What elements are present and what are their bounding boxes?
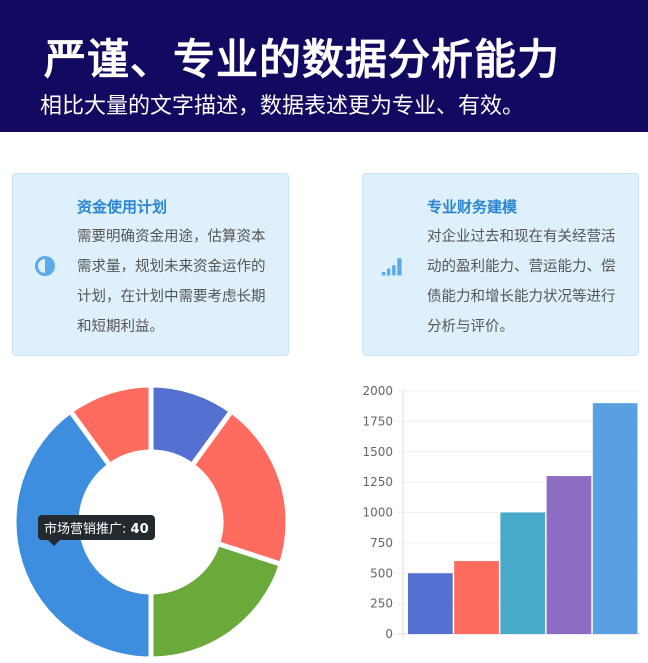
card-body: 对企业过去和现在有关经营活动的盈利能力、营运能力、偿债能力和增长能力状况等进行分… [427, 229, 616, 335]
donut-slice-4[interactable] [66, 382, 154, 469]
half-circle-icon [35, 256, 55, 276]
tooltip-value: 40 [130, 522, 149, 537]
header-banner: 严谨、专业的数据分析能力 相比大量的文字描述，数据表述更为专业、有效。 [0, 0, 648, 132]
y-tick-label: 750 [370, 536, 393, 550]
y-tick-label: 0 [385, 627, 393, 641]
card-body: 需要明确资金用途，估算资本需求量，规划未来资金运作的计划，在计划中需要考虑长期和… [77, 229, 266, 335]
donut-slice-3[interactable] [11, 407, 154, 662]
card-title: 资金使用计划 [77, 198, 168, 216]
bar-3[interactable] [546, 476, 592, 634]
y-tick-label: 1250 [362, 475, 393, 489]
bar-chart: 0 250 500 750 1000 1250 1500 1750 2000 [362, 384, 640, 641]
bar-2[interactable] [500, 512, 546, 635]
bar-0[interactable] [408, 573, 453, 634]
page-subtitle: 相比大量的文字描述，数据表述更为专业、有效。 [40, 94, 525, 119]
y-tick-label: 2000 [362, 384, 393, 398]
y-tick-label: 250 [370, 597, 393, 611]
donut-slice-2[interactable] [148, 540, 285, 662]
card-fund-plan: 资金使用计划 需要明确资金用途，估算资本需求量，规划未来资金运作的计划，在计划中… [12, 173, 289, 356]
y-tick-label: 500 [370, 566, 393, 580]
bar-1[interactable] [454, 561, 499, 634]
y-tick-label: 1000 [362, 506, 393, 520]
signal-bars-icon [381, 258, 402, 276]
chart-tooltip: 市场营销推广: 40 [38, 515, 155, 546]
tooltip-label: 市场营销推广 [44, 522, 123, 537]
y-tick-label: 1750 [362, 414, 393, 428]
card-financial-modeling: 专业财务建模 对企业过去和现在有关经营活动的盈利能力、营运能力、偿债能力和增长能… [362, 173, 639, 356]
y-tick-label: 1500 [362, 445, 393, 459]
donut-slice-1[interactable] [188, 407, 291, 568]
card-title: 专业财务建模 [427, 198, 518, 216]
bar-4[interactable] [592, 403, 638, 634]
donut-chart [11, 382, 291, 662]
page-title: 严谨、专业的数据分析能力 [44, 35, 561, 84]
